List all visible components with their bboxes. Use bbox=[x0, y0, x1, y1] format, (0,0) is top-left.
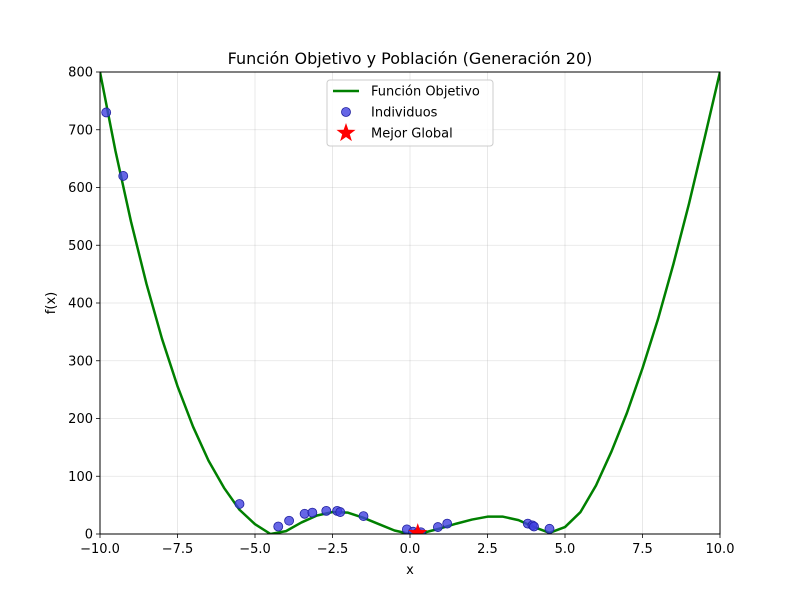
individual-point bbox=[432, 522, 443, 532]
chart-title: Función Objetivo y Población (Generación… bbox=[228, 49, 593, 68]
legend: Función Objetivo Individuos Mejor Global bbox=[326, 79, 494, 147]
legend-swatch-point bbox=[341, 107, 351, 117]
best-global-star bbox=[408, 523, 428, 534]
y-tick-label: 300 bbox=[68, 354, 93, 369]
y-tick-label: 800 bbox=[68, 66, 93, 81]
individual-point bbox=[442, 518, 453, 529]
y-tick-label: 500 bbox=[68, 239, 93, 254]
y-axis: 0 100 200 300 400 500 600 700 800 bbox=[68, 66, 100, 543]
y-tick-label: 600 bbox=[68, 181, 93, 196]
y-tick-label: 400 bbox=[68, 297, 93, 312]
individual-point bbox=[284, 515, 295, 526]
legend-label: Individuos bbox=[371, 106, 438, 121]
individual-point bbox=[529, 521, 539, 532]
individual-point bbox=[101, 107, 112, 118]
series-line-funcion-objetivo bbox=[100, 72, 720, 534]
individual-point bbox=[335, 507, 346, 517]
y-tick-label: 200 bbox=[68, 412, 93, 427]
x-tick-label: 2.5 bbox=[477, 542, 498, 557]
x-tick-label: 10.0 bbox=[706, 542, 735, 557]
legend-label: Función Objetivo bbox=[371, 85, 480, 100]
individual-point bbox=[307, 507, 318, 518]
x-tick-label: −5.0 bbox=[239, 542, 271, 557]
individual-point bbox=[118, 171, 129, 181]
plot-area bbox=[100, 72, 720, 534]
legend-swatch-star bbox=[336, 123, 356, 142]
y-tick-label: 0 bbox=[85, 528, 93, 543]
individual-point bbox=[321, 505, 332, 516]
legend-label: Mejor Global bbox=[371, 127, 453, 142]
y-axis-label: f(x) bbox=[44, 292, 59, 314]
x-tick-label: −7.5 bbox=[162, 542, 194, 557]
individual-point bbox=[234, 499, 245, 509]
x-axis-label: x bbox=[406, 563, 414, 578]
legend-box bbox=[326, 79, 494, 147]
individual-point bbox=[358, 511, 369, 521]
x-tick-label: −10.0 bbox=[80, 542, 120, 557]
individual-point bbox=[273, 521, 284, 532]
x-tick-label: 7.5 bbox=[632, 542, 653, 557]
individual-point bbox=[544, 523, 555, 534]
x-axis: −10.0 −7.5 −5.0 −2.5 0.0 2.5 5.0 7.5 10.0 bbox=[80, 534, 734, 557]
x-tick-label: 0.0 bbox=[400, 542, 421, 557]
x-tick-label: −2.5 bbox=[317, 542, 349, 557]
y-tick-label: 100 bbox=[68, 470, 93, 485]
y-tick-label: 700 bbox=[68, 123, 93, 138]
x-tick-label: 5.0 bbox=[555, 542, 576, 557]
